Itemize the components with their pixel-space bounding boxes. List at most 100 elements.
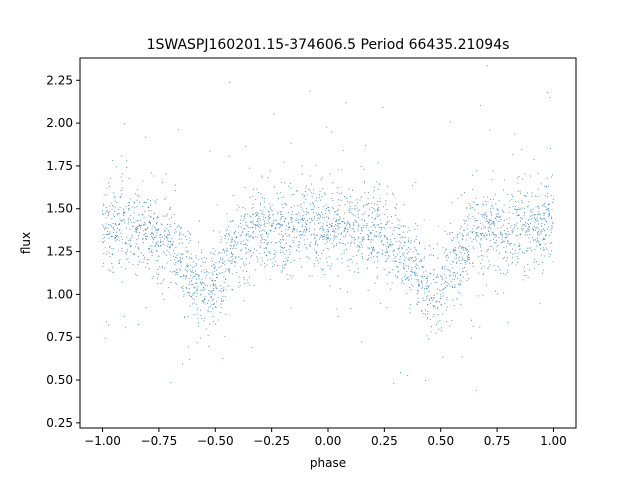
data-point xyxy=(313,237,316,239)
data-point xyxy=(405,265,407,267)
data-point xyxy=(281,231,283,233)
data-point xyxy=(502,240,504,242)
data-point xyxy=(467,258,469,261)
data-point xyxy=(485,234,487,236)
data-point xyxy=(407,374,409,376)
data-point xyxy=(386,258,389,260)
data-point xyxy=(521,225,523,227)
data-point xyxy=(472,262,474,265)
data-point xyxy=(192,270,194,272)
data-point xyxy=(158,217,160,219)
data-point xyxy=(190,264,192,266)
data-point xyxy=(386,193,388,195)
data-point xyxy=(480,238,482,240)
data-point xyxy=(176,272,178,274)
data-point xyxy=(264,252,266,254)
data-point xyxy=(415,235,417,237)
data-point xyxy=(191,271,193,273)
data-point xyxy=(426,282,428,284)
data-point xyxy=(175,262,177,264)
data-point xyxy=(337,214,339,216)
data-point xyxy=(264,217,266,219)
data-point xyxy=(239,266,241,268)
data-point xyxy=(402,254,404,256)
data-point xyxy=(523,215,525,217)
data-point xyxy=(412,185,414,187)
data-point xyxy=(307,212,309,214)
data-point xyxy=(322,230,324,232)
data-point xyxy=(233,232,235,234)
data-point xyxy=(179,233,181,235)
data-point xyxy=(450,222,452,225)
data-point xyxy=(392,260,394,262)
data-point xyxy=(414,228,416,230)
data-point xyxy=(357,237,359,239)
data-point xyxy=(124,211,126,213)
data-point xyxy=(252,220,254,222)
data-point xyxy=(333,236,335,238)
data-point xyxy=(519,192,522,194)
data-point xyxy=(271,223,273,225)
data-point xyxy=(332,228,334,230)
data-point xyxy=(339,242,342,244)
data-point xyxy=(250,220,252,223)
data-point xyxy=(483,217,485,219)
data-point xyxy=(533,226,535,228)
data-point xyxy=(185,256,188,258)
data-point xyxy=(311,217,313,220)
data-point xyxy=(385,223,387,225)
data-point xyxy=(181,286,183,288)
data-point xyxy=(104,247,106,249)
data-point xyxy=(535,227,537,229)
data-point xyxy=(197,325,199,327)
data-point xyxy=(199,289,201,291)
data-point xyxy=(406,231,408,233)
data-point xyxy=(174,270,176,272)
data-point xyxy=(140,219,142,221)
data-point xyxy=(298,212,300,214)
data-point xyxy=(174,274,176,276)
data-point xyxy=(509,244,511,246)
data-point xyxy=(319,190,321,192)
data-point xyxy=(483,234,485,236)
data-point xyxy=(478,235,480,237)
data-point xyxy=(251,236,254,239)
data-point xyxy=(465,220,467,222)
data-point xyxy=(525,225,527,227)
data-point xyxy=(214,253,216,256)
data-point xyxy=(376,277,378,279)
data-point xyxy=(105,226,107,228)
data-point xyxy=(109,255,111,258)
data-point xyxy=(445,277,447,279)
data-point xyxy=(279,251,282,254)
data-point xyxy=(402,253,404,255)
data-point xyxy=(152,225,154,227)
data-point xyxy=(304,243,306,245)
data-point xyxy=(305,222,307,224)
data-point xyxy=(226,254,228,256)
data-point xyxy=(402,266,404,268)
data-point xyxy=(453,237,455,239)
data-point xyxy=(261,234,263,236)
data-point xyxy=(385,245,387,247)
data-point xyxy=(291,277,293,279)
data-point xyxy=(373,224,376,226)
data-point xyxy=(515,264,517,266)
data-point xyxy=(292,275,294,277)
data-point xyxy=(227,250,229,252)
data-point xyxy=(403,267,405,269)
data-point xyxy=(196,274,198,276)
data-point xyxy=(386,283,388,285)
data-point xyxy=(113,248,115,250)
data-point xyxy=(240,258,242,260)
data-point xyxy=(408,258,410,260)
data-point xyxy=(540,225,542,227)
data-point xyxy=(304,231,307,233)
data-point xyxy=(206,274,208,276)
data-point xyxy=(246,225,248,227)
data-point xyxy=(454,247,456,249)
data-point xyxy=(314,244,316,246)
data-point xyxy=(126,166,128,169)
data-point xyxy=(517,190,519,192)
data-point xyxy=(484,226,487,228)
